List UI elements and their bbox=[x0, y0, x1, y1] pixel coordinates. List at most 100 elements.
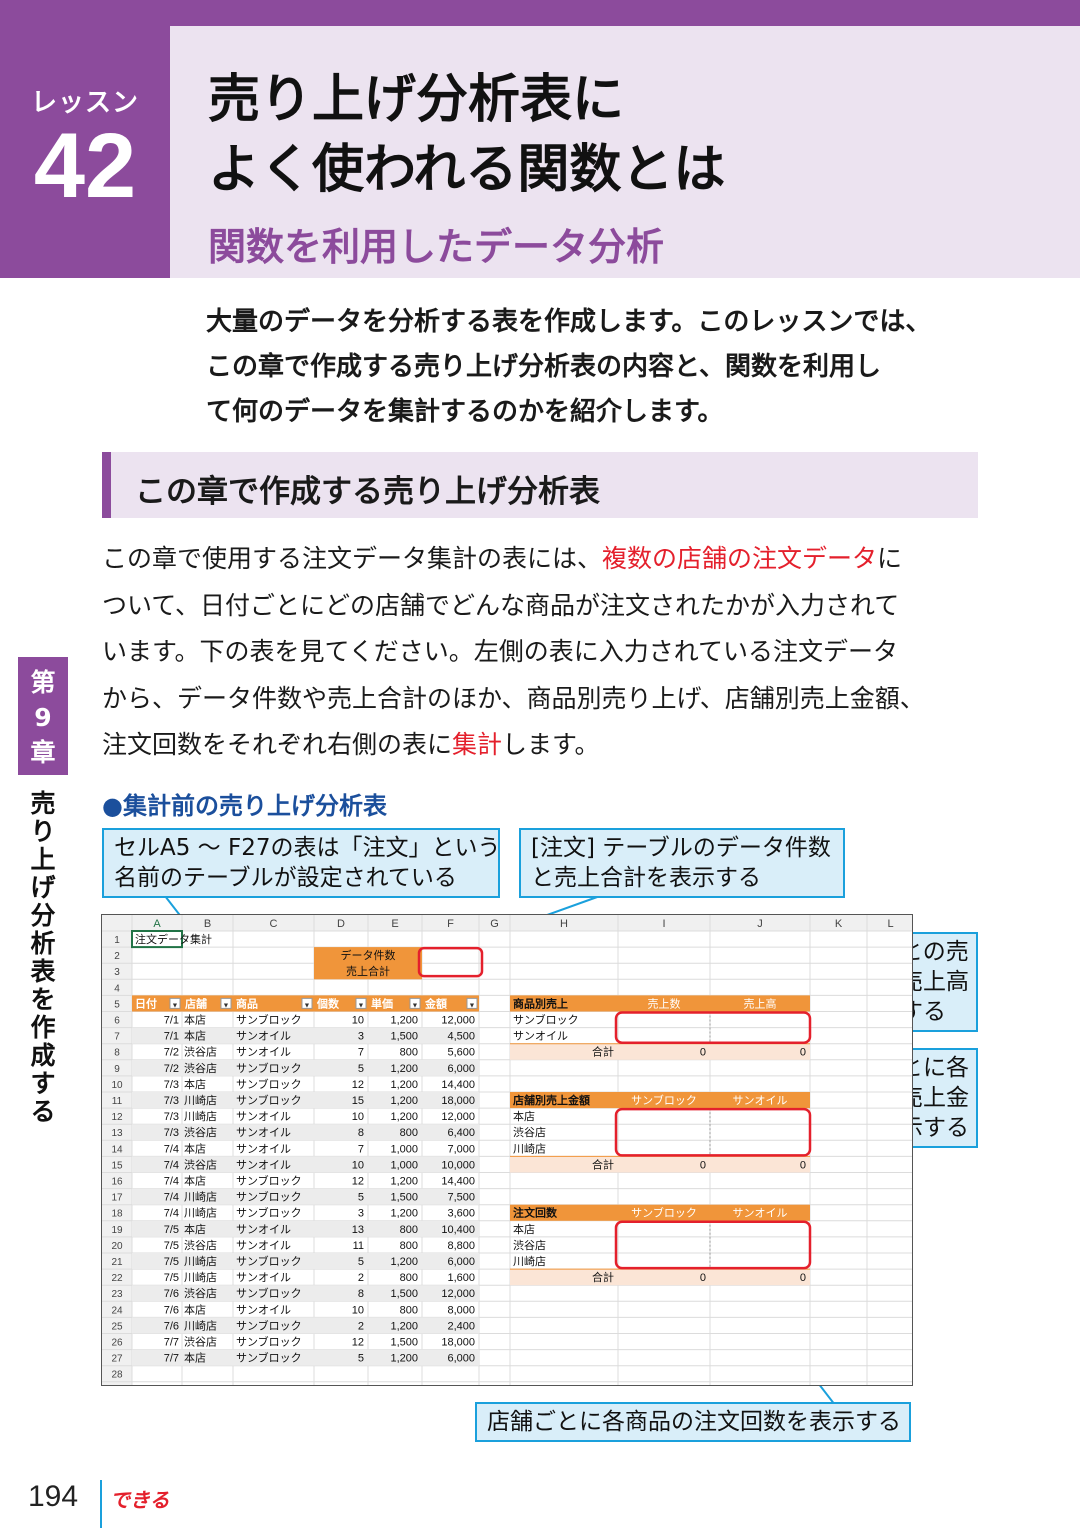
cell-store: 川崎店 bbox=[184, 1190, 217, 1204]
chapter-tab-top: 第 bbox=[30, 668, 56, 697]
section-heading: この章で作成する売り上げ分析表 bbox=[102, 452, 978, 518]
cell-store: 川崎店 bbox=[184, 1206, 217, 1220]
cell-product: サンオイル bbox=[236, 1303, 291, 1316]
cell-date: 7/6 bbox=[164, 1304, 179, 1316]
callout-text: セルA5 ～ F27の表は「注文」という bbox=[114, 835, 501, 861]
cell-price: 1,200 bbox=[390, 1111, 418, 1123]
cell-qty: 12 bbox=[352, 1079, 364, 1091]
cell-product: サンオイル bbox=[236, 1046, 291, 1059]
cell-amount: 10,000 bbox=[441, 1159, 475, 1171]
cell-amount: 6,000 bbox=[447, 1353, 475, 1365]
cell-date: 7/5 bbox=[164, 1272, 179, 1284]
cell-product: サンブロック bbox=[236, 1351, 302, 1365]
cell-store: 川崎店 bbox=[184, 1093, 217, 1107]
cell-price: 1,500 bbox=[390, 1192, 418, 1204]
row-number: 22 bbox=[111, 1273, 123, 1284]
column-letter: K bbox=[835, 918, 843, 930]
cell-date: 7/6 bbox=[164, 1288, 179, 1300]
row-number: 7 bbox=[114, 1032, 120, 1043]
cell-store: 本店 bbox=[184, 1013, 206, 1027]
row-number: 10 bbox=[111, 1080, 123, 1091]
cell-price: 1,000 bbox=[390, 1143, 418, 1155]
row-number: 13 bbox=[111, 1128, 123, 1139]
lesson-subtitle: 関数を利用したデータ分析 bbox=[208, 225, 665, 269]
cell-price: 1,000 bbox=[390, 1159, 418, 1171]
chapter-tab: 第 9 章 bbox=[18, 657, 68, 775]
summary-label: データ件数 bbox=[341, 948, 396, 962]
cell-date: 7/5 bbox=[164, 1240, 179, 1252]
row-number: 9 bbox=[114, 1064, 120, 1075]
cell-amount: 2,400 bbox=[447, 1320, 475, 1332]
filter-dropdown-icon: ▼ bbox=[469, 1002, 476, 1009]
cell-amount: 12,000 bbox=[441, 1015, 475, 1027]
figure-caption: ●集計前の売り上げ分析表 bbox=[102, 792, 387, 820]
cell-store: 本店 bbox=[184, 1141, 206, 1155]
row-number: 18 bbox=[111, 1209, 123, 1220]
cell-date: 7/3 bbox=[164, 1111, 179, 1123]
body-line: から、データ件数や売上合計のほか、商品別売り上げ、店舗別売上金額、 bbox=[102, 683, 925, 713]
table-band bbox=[132, 1059, 479, 1076]
order-count-table-total-value: 0 bbox=[800, 1272, 806, 1284]
row-number: 16 bbox=[111, 1177, 123, 1188]
callout-text: 店舗ごとに各商品の注文回数を表示する bbox=[487, 1409, 901, 1435]
intro-line: この章で作成する売り上げ分析表の内容と、関数を利用し bbox=[206, 352, 881, 382]
intro-line: 大量のデータを分析する表を作成します。このレッスンでは、 bbox=[206, 307, 932, 337]
cell-date: 7/2 bbox=[164, 1047, 179, 1059]
product-table-total-value: 0 bbox=[800, 1047, 806, 1059]
cell-date: 7/4 bbox=[164, 1143, 179, 1155]
cell-qty: 7 bbox=[358, 1143, 364, 1155]
cell-store: 川崎店 bbox=[184, 1109, 217, 1123]
cell-product: サンブロック bbox=[236, 1254, 302, 1268]
filter-dropdown-icon: ▼ bbox=[223, 1002, 230, 1009]
order-count-table-total-value: 0 bbox=[700, 1272, 706, 1284]
summary-label: 売上合計 bbox=[346, 964, 390, 978]
filter-dropdown-icon: ▼ bbox=[412, 1002, 419, 1009]
product-table-total-label: 合計 bbox=[592, 1045, 614, 1059]
row-number: 15 bbox=[111, 1160, 123, 1171]
row-number: 6 bbox=[114, 1016, 120, 1027]
row-number: 3 bbox=[114, 967, 120, 978]
product-table-row-label: サンオイル bbox=[513, 1030, 568, 1043]
store-amount-table-row-label: 川崎店 bbox=[513, 1141, 546, 1155]
product-table-header-cell: 商品別売上 bbox=[513, 996, 568, 1010]
product-table-header-fill bbox=[510, 995, 810, 1012]
filter-dropdown-button bbox=[301, 997, 313, 1009]
cell-qty: 11 bbox=[353, 1240, 364, 1252]
cell-product: サンブロック bbox=[236, 1286, 302, 1300]
cell-amount: 14,400 bbox=[441, 1079, 475, 1091]
order-count-table-row-label: 渋谷店 bbox=[513, 1238, 546, 1252]
callout-text: 名前のテーブルが設定されている bbox=[114, 865, 457, 891]
cell-amount: 8,000 bbox=[447, 1304, 475, 1316]
table-header-cell: 商品 bbox=[236, 996, 258, 1010]
row-number: 23 bbox=[111, 1289, 123, 1300]
cell-qty: 10 bbox=[352, 1015, 364, 1027]
body-highlight: 集計 bbox=[452, 730, 503, 759]
column-letter: D bbox=[337, 918, 345, 930]
section-heading-text: この章で作成する売り上げ分析表 bbox=[135, 474, 600, 510]
body-line: ついて、日付ごとにどの店舗でどんな商品が注文されたかが入力されて bbox=[102, 590, 900, 620]
order-count-table-header-fill bbox=[510, 1204, 810, 1221]
cell-amount: 6,000 bbox=[447, 1256, 475, 1268]
lesson-number: 42 bbox=[33, 115, 137, 217]
table-band bbox=[132, 1253, 479, 1270]
row-number: 11 bbox=[112, 1096, 123, 1107]
cell-store: 渋谷店 bbox=[184, 1045, 217, 1059]
order-count-table-header-cell: サンブロック bbox=[631, 1206, 697, 1220]
cell-qty: 10 bbox=[352, 1304, 364, 1316]
cell-date: 7/3 bbox=[164, 1079, 179, 1091]
cell-qty: 2 bbox=[358, 1272, 364, 1284]
cell-price: 1,200 bbox=[390, 1063, 418, 1075]
vertical-title-char: げ bbox=[30, 873, 56, 902]
cell-qty: 12 bbox=[352, 1176, 364, 1188]
column-letter: C bbox=[270, 918, 278, 930]
cell-product: サンブロック bbox=[236, 1190, 302, 1204]
store-amount-table-total-value: 0 bbox=[700, 1159, 706, 1171]
cell-date: 7/5 bbox=[164, 1256, 179, 1268]
filter-dropdown-button bbox=[409, 997, 421, 1009]
cell-price: 800 bbox=[400, 1224, 418, 1236]
cell-price: 800 bbox=[400, 1272, 418, 1284]
table-header-cell: 店舗 bbox=[185, 996, 207, 1010]
column-header-bar bbox=[102, 915, 912, 931]
cell-product: サンブロック bbox=[236, 1318, 302, 1332]
cell-date: 7/3 bbox=[164, 1095, 179, 1107]
